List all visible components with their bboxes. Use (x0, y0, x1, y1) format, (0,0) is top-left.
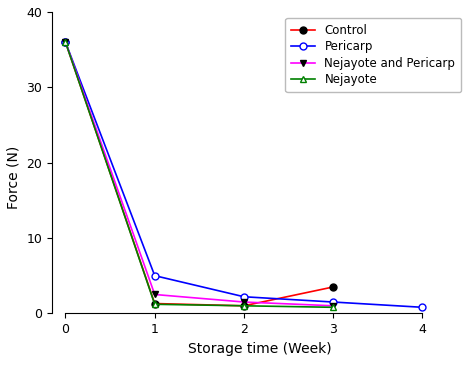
Nejayote and Pericarp (152, 292, 157, 297)
Line: Nejayote: Nejayote (62, 39, 337, 311)
Pericarp (419, 305, 425, 309)
Pericarp (330, 300, 336, 304)
Nejayote (330, 305, 336, 309)
Pericarp (63, 40, 68, 44)
Nejayote (63, 40, 68, 44)
Control (63, 40, 68, 44)
Line: Pericarp: Pericarp (62, 39, 426, 311)
Y-axis label: Force (N): Force (N) (7, 146, 21, 209)
Nejayote and Pericarp (330, 304, 336, 308)
Legend: Control, Pericarp, Nejayote and Pericarp, Nejayote: Control, Pericarp, Nejayote and Pericarp… (285, 18, 461, 92)
Nejayote (152, 302, 157, 306)
Nejayote and Pericarp (63, 40, 68, 44)
Pericarp (152, 273, 157, 278)
Control (241, 304, 247, 308)
Pericarp (241, 295, 247, 299)
Nejayote (241, 304, 247, 308)
Line: Control: Control (62, 39, 337, 309)
Control (152, 301, 157, 306)
Nejayote and Pericarp (241, 300, 247, 304)
X-axis label: Storage time (Week): Storage time (Week) (188, 342, 331, 356)
Control (330, 285, 336, 289)
Line: Nejayote and Pericarp: Nejayote and Pericarp (62, 39, 337, 309)
